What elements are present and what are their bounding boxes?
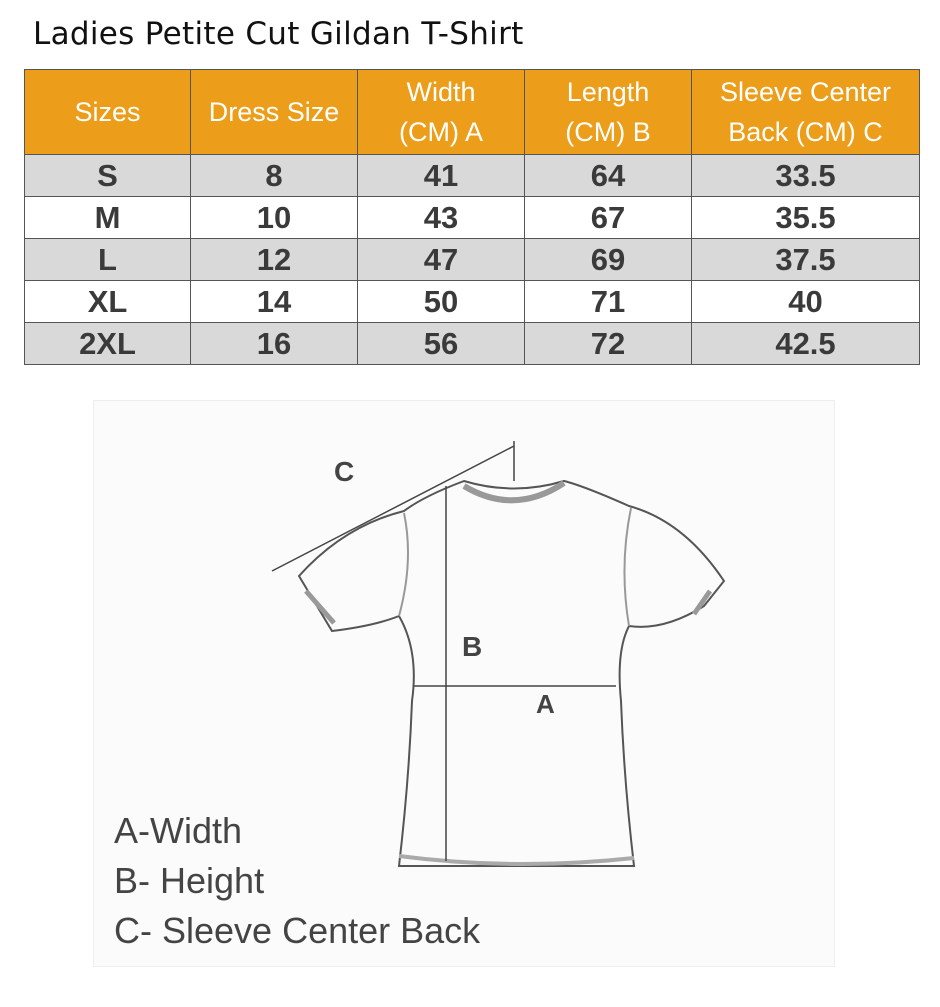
table-cell: 43 xyxy=(357,196,525,239)
legend-b: B- Height xyxy=(114,860,264,901)
page-title: Ladies Petite Cut Gildan T-Shirt xyxy=(33,16,524,52)
table-cell: S xyxy=(24,154,191,197)
table-row: L 12 47 69 37.5 xyxy=(24,238,920,281)
table-cell: 40 xyxy=(691,280,920,323)
header-dress-size: Dress Size xyxy=(190,69,358,155)
table-cell: 47 xyxy=(357,238,525,281)
table-cell: 64 xyxy=(524,154,692,197)
header-sleeve: Sleeve Center Back (CM) C xyxy=(691,69,920,155)
tshirt-diagram: C B A A-Width B- Height C- Sleeve Center… xyxy=(93,400,835,967)
table-cell: 8 xyxy=(190,154,358,197)
table-cell: 41 xyxy=(357,154,525,197)
table-cell: 10 xyxy=(190,196,358,239)
label-c: C xyxy=(334,456,354,487)
tshirt-illustration: C B A A-Width B- Height C- Sleeve Center… xyxy=(114,441,726,951)
table-row: S 8 41 64 33.5 xyxy=(24,154,920,197)
label-a: A xyxy=(536,689,555,719)
table-cell: L xyxy=(24,238,191,281)
table-cell: 69 xyxy=(524,238,692,281)
legend-a: A-Width xyxy=(114,810,242,851)
table-cell: 14 xyxy=(190,280,358,323)
header-length: Length (CM) B xyxy=(524,69,692,155)
table-row: M 10 43 67 35.5 xyxy=(24,196,920,239)
table-cell: 35.5 xyxy=(691,196,920,239)
table-row: 2XL 16 56 72 42.5 xyxy=(24,322,920,365)
header-sizes: Sizes xyxy=(24,69,191,155)
legend-c: C- Sleeve Center Back xyxy=(114,910,481,951)
table-cell: 16 xyxy=(190,322,358,365)
table-cell: 71 xyxy=(524,280,692,323)
label-b: B xyxy=(462,631,482,662)
table-cell: 37.5 xyxy=(691,238,920,281)
shirt-outline xyxy=(297,479,726,867)
table-cell: 12 xyxy=(190,238,358,281)
table-row: XL 14 50 71 40 xyxy=(24,280,920,323)
table-cell: 33.5 xyxy=(691,154,920,197)
table-cell: 72 xyxy=(524,322,692,365)
table-cell: 2XL xyxy=(24,322,191,365)
table-cell: 42.5 xyxy=(691,322,920,365)
table-cell: M xyxy=(24,196,191,239)
table-header: Sizes Dress Size Width (CM) A Length (CM) … xyxy=(24,69,920,155)
table-cell: XL xyxy=(24,280,191,323)
size-table: Sizes Dress Size Width (CM) A Length (CM) … xyxy=(24,69,920,365)
header-width: Width (CM) A xyxy=(357,69,525,155)
table-cell: 56 xyxy=(357,322,525,365)
table-cell: 50 xyxy=(357,280,525,323)
table-cell: 67 xyxy=(524,196,692,239)
